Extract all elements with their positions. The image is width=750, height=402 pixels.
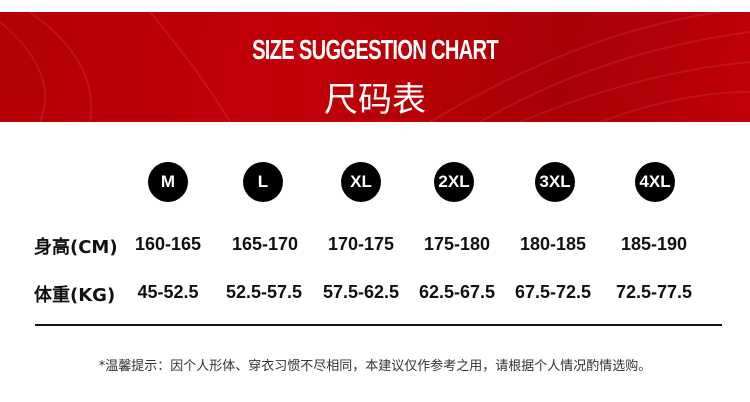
height-value: 160-165: [134, 234, 202, 254]
title-english: SIZE SUGGESTION CHART: [252, 34, 499, 65]
height-value: 170-175: [327, 234, 395, 254]
weight-value: 62.5-67.5: [418, 282, 496, 302]
size-badge: 3XL: [535, 162, 575, 202]
size-badge: M: [148, 162, 188, 202]
disclaimer-note: *温馨提示：因个人形体、穿衣习惯不尽相同，本建议仅作参考之用，请根据个人情况酌情…: [98, 359, 652, 374]
row-label-height: 身高(CM): [34, 237, 118, 258]
header-banner: SIZE SUGGESTION CHART 尺码表: [0, 12, 750, 122]
height-value: 175-180: [423, 234, 491, 254]
divider: [35, 324, 722, 326]
weight-value: 72.5-77.5: [615, 282, 693, 302]
height-value: 165-170: [231, 234, 299, 254]
weight-value: 57.5-62.5: [322, 282, 400, 302]
title-chinese: 尺码表: [324, 80, 426, 120]
row-label-weight: 体重(KG): [34, 285, 116, 306]
size-badge: L: [243, 162, 283, 202]
weight-value: 67.5-72.5: [514, 282, 592, 302]
height-value: 185-190: [620, 234, 688, 254]
weight-value: 52.5-57.5: [225, 282, 303, 302]
size-badge: 4XL: [635, 162, 675, 202]
weight-value: 45-52.5: [137, 282, 199, 302]
size-badge: 2XL: [434, 162, 474, 202]
size-badge: XL: [341, 162, 381, 202]
decorative-lines: [0, 12, 750, 122]
height-value: 180-185: [519, 234, 587, 254]
